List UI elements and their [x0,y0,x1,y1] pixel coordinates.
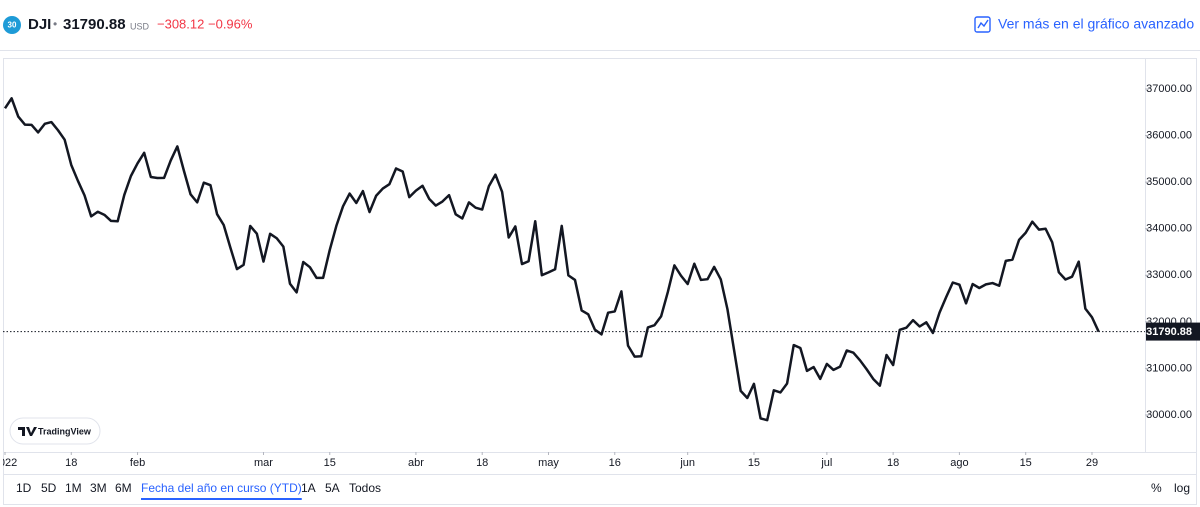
x-tick-label: jul [820,457,832,469]
x-tick-label: 15 [1020,457,1032,469]
plot-area [3,97,1145,422]
branding-text: TradingView [38,426,92,436]
x-tick-label: may [538,457,559,469]
currency: USD [130,21,150,31]
branding-badge[interactable]: TradingView [9,417,101,445]
x-tick-label: jun [679,457,695,469]
last-price: 31790.88 [63,16,126,33]
x-tick-label: mar [254,457,273,469]
x-tick-label: 2022 [0,457,17,469]
symbol[interactable]: DJI [28,16,51,33]
toolbar: 1D 5D 1M 3M 6M Fecha del año en curso (YTD) 1A… [16,481,1190,500]
y-tick-label: 33000.00 [1146,269,1192,281]
x-tick-label: 18 [887,457,899,469]
y-tick-label: 37000.00 [1146,83,1192,95]
y-tick-label: 31000.00 [1146,362,1192,374]
x-tick-label: feb [130,457,145,469]
separator: • [53,17,57,31]
advanced-icon[interactable] [974,16,991,33]
y-tick-label: 36000.00 [1146,129,1192,141]
range-button[interactable]: Todos [349,481,381,495]
advanced-link[interactable]: Ver más en el gráfico avanzado [998,16,1194,32]
scale-button[interactable]: % [1151,481,1162,495]
range-button[interactable]: 1A [301,481,316,495]
y-tick-label: 30000.00 [1146,409,1192,421]
range-button[interactable]: 1M [65,481,82,495]
badge-text: 30 [8,21,17,30]
y-tick-label: 35000.00 [1146,176,1192,188]
change: −308.12 [157,16,204,31]
range-button[interactable]: Fecha del año en curso (YTD) [141,481,302,495]
x-tick-label: 15 [748,457,760,469]
scale-button[interactable]: log [1174,481,1190,495]
chart-frame [3,58,1197,505]
change-percent: −0.96% [208,16,253,31]
last-price-tag [1146,322,1200,341]
range-button[interactable]: 3M [90,481,107,495]
price-line [3,97,1100,422]
x-tick-label: 18 [65,457,77,469]
x-tick-label: ago [950,457,968,469]
range-button[interactable]: 5D [41,481,57,495]
range-button[interactable]: 6M [115,481,132,495]
x-tick-label: 15 [324,457,336,469]
range-button[interactable]: 5A [325,481,340,495]
axes: 30000.0031000.0032000.0033000.0034000.00… [0,83,1200,469]
last-price-tag-text: 31790.88 [1146,326,1192,338]
symbol-badge [3,16,21,34]
x-tick-label: 18 [476,457,488,469]
range-button[interactable]: 1D [16,481,32,495]
x-tick-label: 16 [609,457,621,469]
y-tick-label: 34000.00 [1146,223,1192,235]
x-tick-label: 29 [1086,457,1098,469]
x-tick-label: abr [408,457,424,469]
